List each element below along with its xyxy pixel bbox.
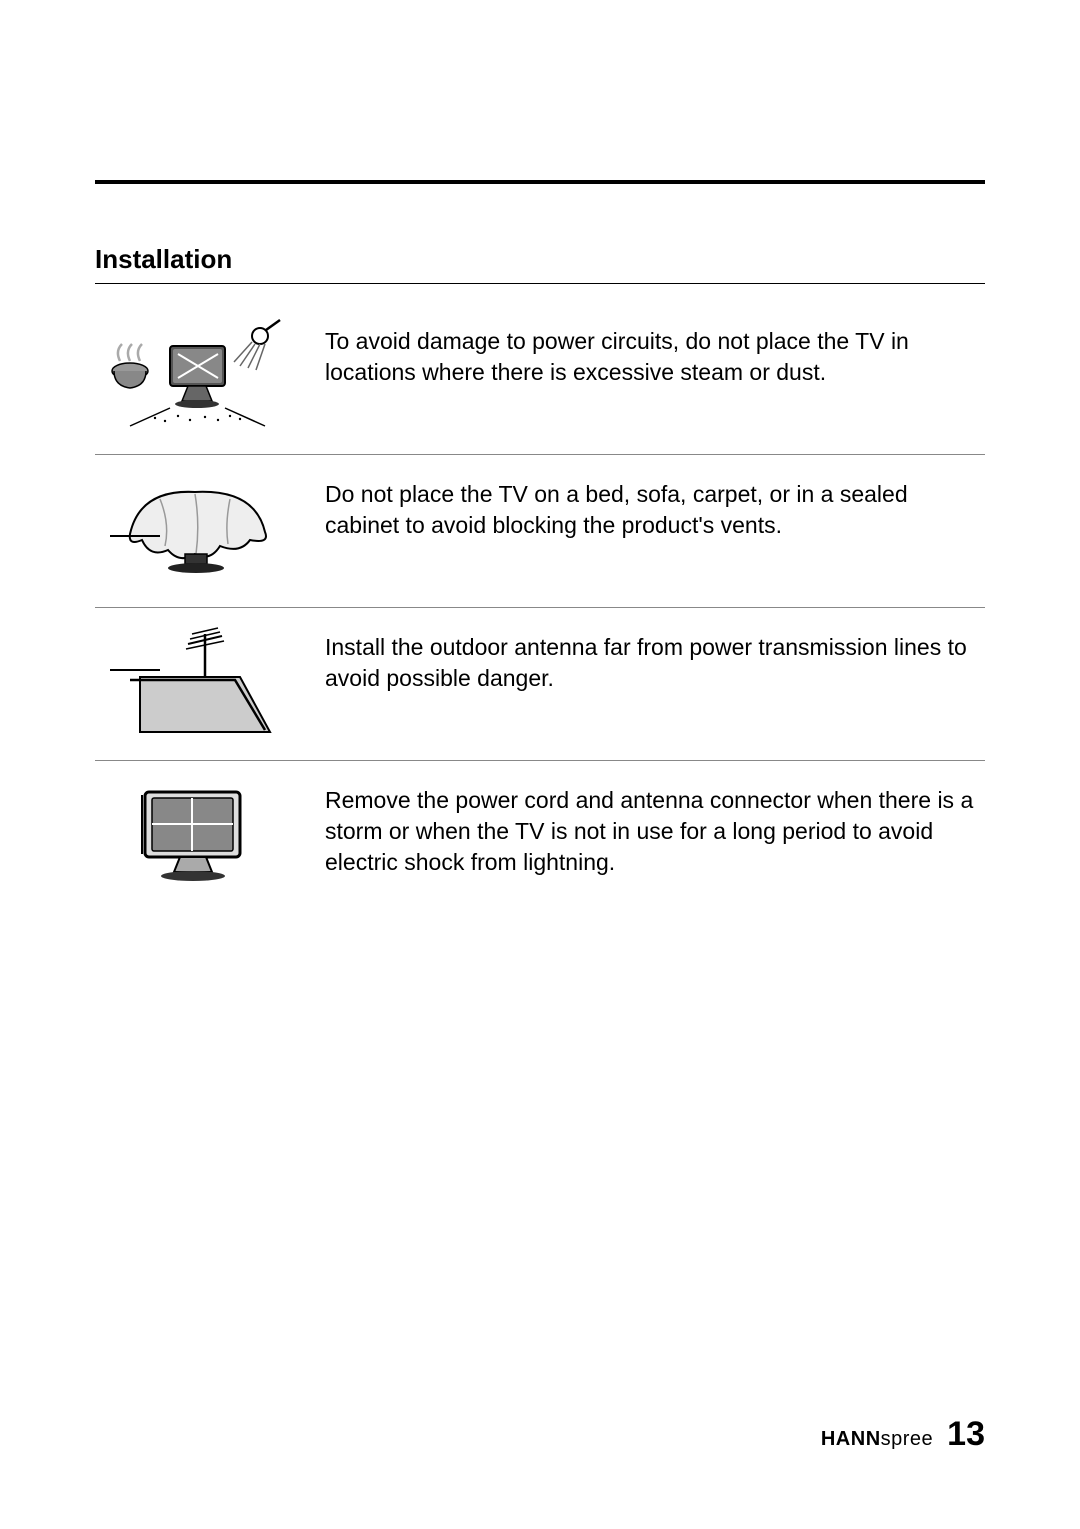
antenna-house-icon: [95, 622, 295, 742]
tv-monitor-icon: [95, 775, 295, 895]
instruction-row: To avoid damage to power circuits, do no…: [95, 302, 985, 455]
steam-dust-icon: [95, 316, 295, 436]
section-title: Installation: [95, 244, 985, 275]
page-number: 13: [947, 1415, 985, 1454]
instruction-text: To avoid damage to power circuits, do no…: [325, 316, 985, 388]
brand-bold: HANN: [821, 1428, 881, 1450]
covered-tv-icon: [95, 469, 295, 589]
page-content: Installation: [0, 0, 1080, 913]
title-underline: [95, 283, 985, 284]
page-footer: HANNspree 13: [821, 1415, 985, 1454]
brand-logo: HANNspree: [821, 1428, 933, 1451]
instruction-row: Do not place the TV on a bed, sofa, carp…: [95, 455, 985, 608]
instruction-row: Install the outdoor antenna far from pow…: [95, 608, 985, 761]
brand-light: spree: [881, 1428, 934, 1450]
top-horizontal-rule: [95, 180, 985, 184]
instruction-row: Remove the power cord and antenna connec…: [95, 761, 985, 913]
instruction-text: Do not place the TV on a bed, sofa, carp…: [325, 469, 985, 541]
instruction-text: Remove the power cord and antenna connec…: [325, 775, 985, 878]
instruction-text: Install the outdoor antenna far from pow…: [325, 622, 985, 694]
